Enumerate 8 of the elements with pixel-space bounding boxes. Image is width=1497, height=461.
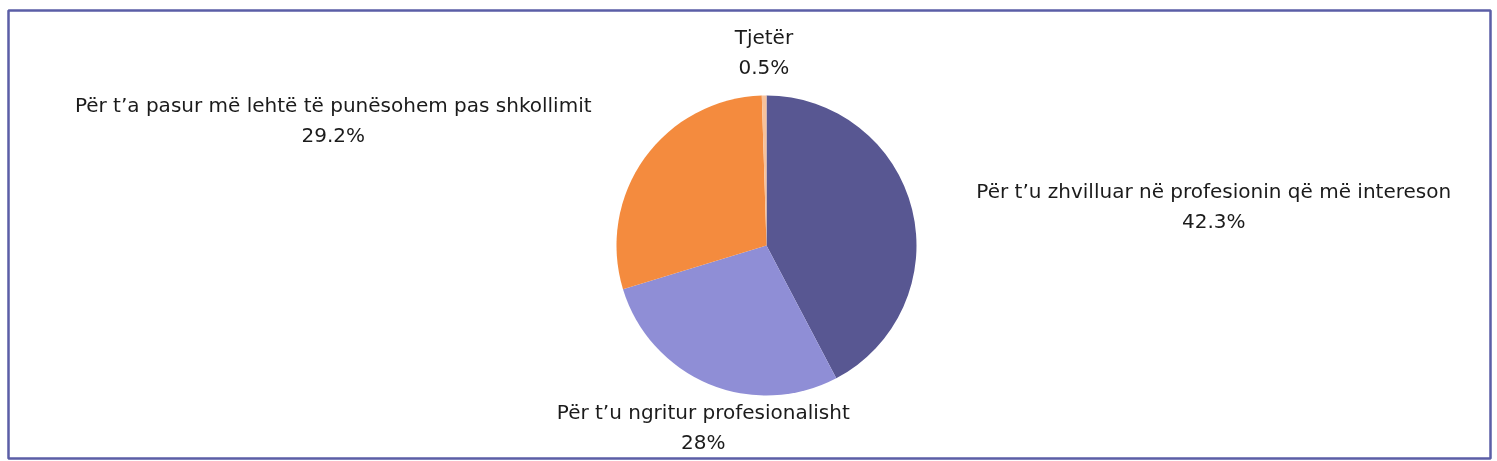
data-label: 0.5% — [738, 54, 790, 79]
slice-label: Për t’u zhvilluar në profesionin që më intereson — [976, 179, 1452, 204]
data-label: 29.2% — [301, 122, 365, 147]
data-label: 28% — [681, 429, 726, 454]
slice-label: Për t’a pasur më lehtë të punësohem pas shkollimit — [74, 92, 592, 117]
slice-label: Tjetër — [733, 24, 794, 49]
data-label: 42.3% — [1181, 209, 1246, 234]
slice-label: Për t’u ngritur profesionalisht — [556, 399, 850, 424]
